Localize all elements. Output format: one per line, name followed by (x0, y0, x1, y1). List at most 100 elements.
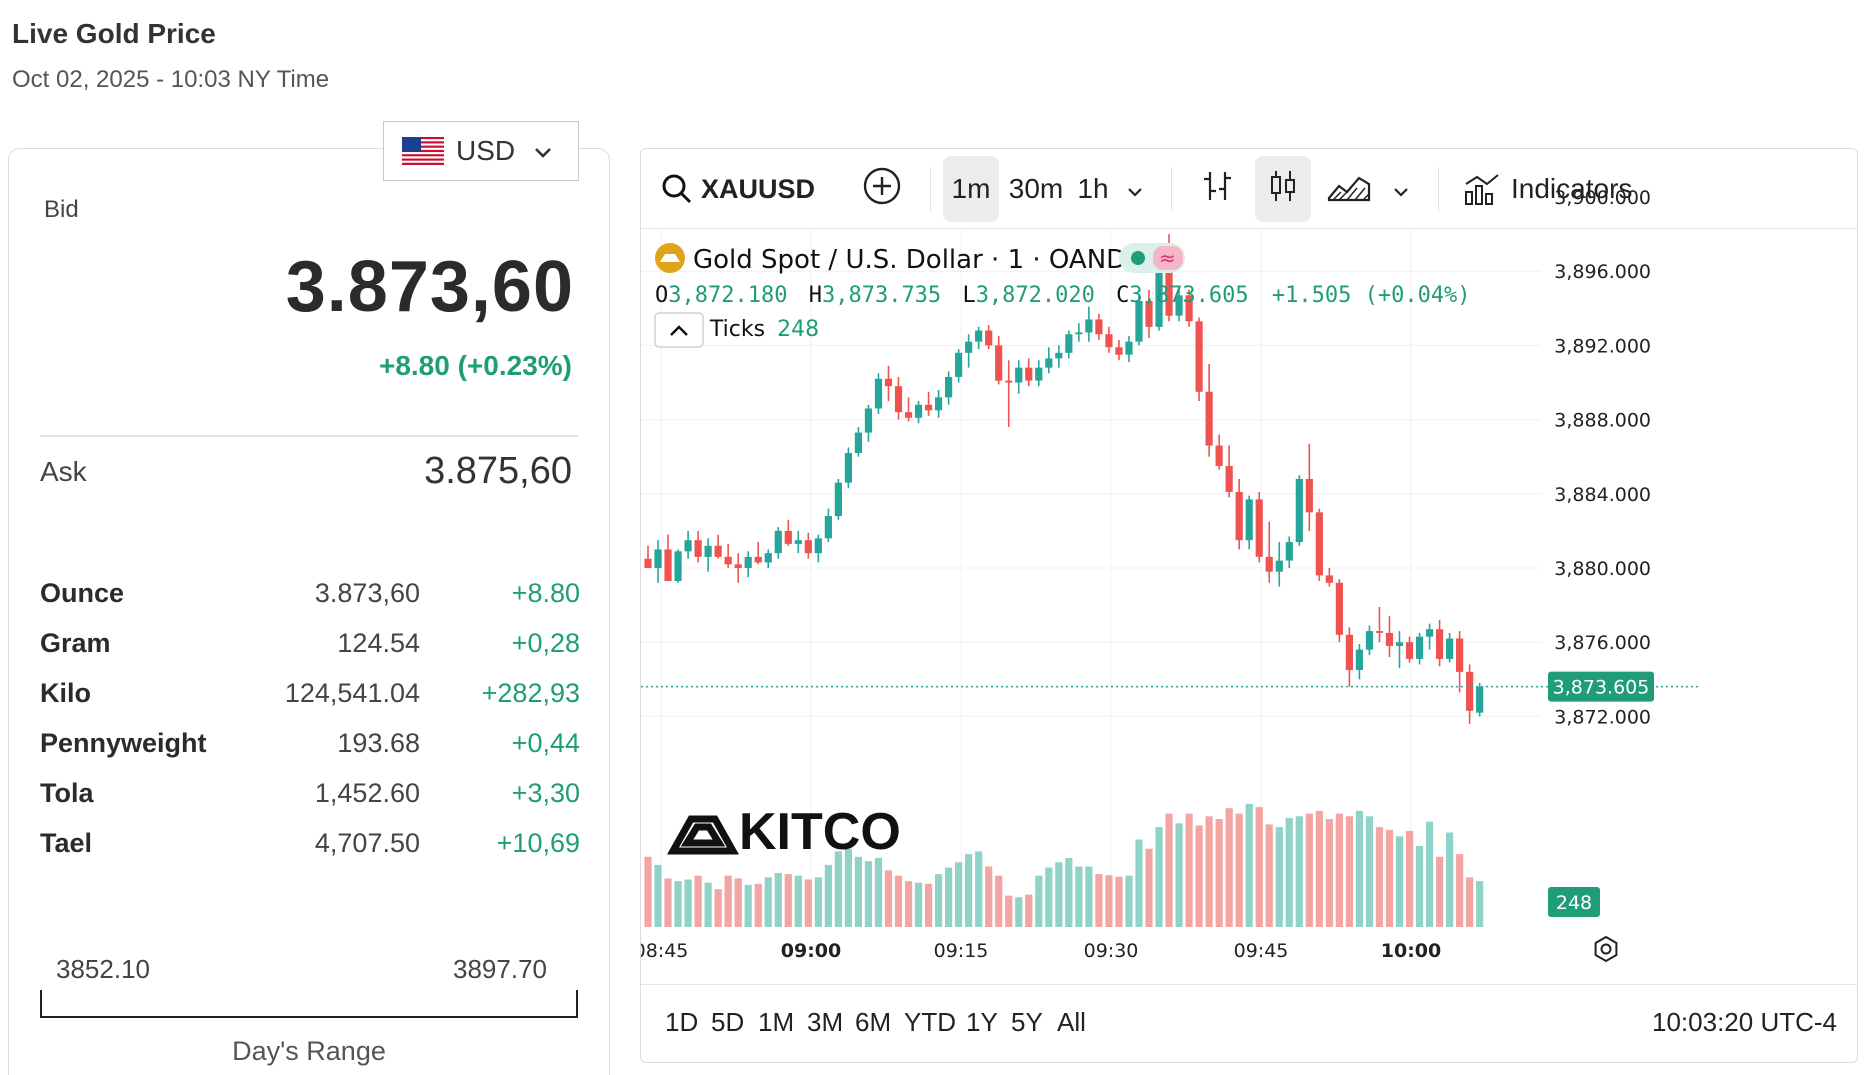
volume-bar (854, 856, 863, 927)
currency-select[interactable]: USD (383, 121, 579, 181)
low-value: 3,872.020 (976, 283, 1095, 308)
unit-table: Ounce 3.873,60 +8.80 Gram 124.54 +0,28 Kilo 1… (40, 578, 580, 878)
range-1m[interactable]: 1M (758, 1007, 795, 1037)
volume-bar (674, 881, 682, 927)
candle-body (914, 404, 923, 418)
ask-value: 3.875,60 (424, 450, 572, 492)
candle-body (1365, 631, 1374, 650)
chart-settings-button[interactable] (1594, 935, 1618, 963)
interval-30m[interactable]: 30m (1008, 173, 1064, 204)
chart-style-dropdown[interactable] (1381, 156, 1421, 222)
volume-bar (1315, 810, 1323, 927)
candle-body (1285, 542, 1293, 561)
range-1y[interactable]: 1Y (966, 1007, 998, 1037)
range-all[interactable]: All (1057, 1007, 1086, 1037)
kitco-text: KITCO (739, 803, 901, 861)
time-axis: 08:45 09:00 09:15 09:30 09:45 10:00 (641, 940, 1441, 962)
range-3m[interactable]: 3M (807, 1007, 844, 1037)
volume-bar (784, 874, 792, 927)
interval-1h[interactable]: 1h (1077, 173, 1109, 204)
candle-body (1085, 319, 1093, 333)
chart-grid (641, 231, 1541, 927)
candle-body (1205, 391, 1213, 446)
unit-row: Tola 1,452.60 +3,30 (40, 778, 580, 828)
volume-bar (904, 881, 913, 927)
bars-style-button[interactable] (1193, 156, 1243, 222)
settings-hexagon-icon (1594, 935, 1618, 963)
volume-bar (934, 874, 943, 927)
candle-body (1185, 295, 1193, 322)
candles-style-button[interactable] (1255, 156, 1311, 222)
volume-bar (1085, 866, 1093, 927)
toolbar-separator (930, 167, 931, 211)
unit-change: +282,93 (481, 678, 580, 708)
volume-bar (1035, 875, 1043, 927)
unit-value: 124.54 (337, 628, 420, 658)
volume-bar (1456, 854, 1464, 927)
volume-bar (1205, 816, 1213, 927)
unit-name: Pennyweight (40, 728, 207, 758)
unit-row: Pennyweight 193.68 +0,44 (40, 728, 580, 778)
currency-label: USD (456, 135, 516, 166)
volume-bar (1345, 816, 1353, 927)
y-tick-label: 3,876.000 (1554, 632, 1651, 654)
legend-title: Gold Spot / U.S. Dollar · 1 · OANDA (693, 245, 1144, 275)
candle-body (1295, 478, 1303, 543)
compare-add-button[interactable] (859, 156, 905, 222)
collapse-legend-button[interactable] (654, 312, 704, 348)
day-range-low: 3852.10 (56, 954, 150, 984)
volume-bar (1175, 823, 1183, 927)
range-6m[interactable]: 6M (855, 1007, 892, 1037)
range-1d[interactable]: 1D (665, 1007, 699, 1037)
unit-name: Ounce (40, 578, 125, 608)
area-style-button[interactable] (1321, 156, 1377, 222)
candle-body (754, 556, 762, 563)
volume-bar (1155, 827, 1163, 927)
kitco-watermark: KITCO (667, 803, 901, 861)
volume-bar (1095, 874, 1103, 927)
candle-body (764, 553, 772, 563)
volume-bars (644, 803, 1484, 927)
candle-body (1035, 367, 1043, 381)
range-5y[interactable]: 5Y (1011, 1007, 1043, 1037)
y-tick-label: 3,872.000 (1554, 706, 1651, 728)
candle-body (1005, 380, 1013, 383)
volume-bar (844, 848, 852, 927)
candle-body (874, 378, 883, 409)
candles-icon (1266, 169, 1300, 210)
chevron-down-icon (1126, 173, 1144, 205)
x-tick-label: 08:45 (641, 940, 688, 962)
delayed-icon-bg (1153, 246, 1183, 270)
price-chart[interactable]: 3,900.000 3,896.000 3,892.000 3,888.000 3,88… (641, 149, 1858, 1063)
candle-body (744, 556, 752, 568)
close-label: C (1116, 283, 1129, 308)
y-tick-label: 3,896.000 (1554, 261, 1651, 283)
symbol-search[interactable]: XAUUSD (661, 156, 815, 222)
price-panel (8, 148, 610, 1075)
volume-bar (644, 856, 652, 927)
volume-bar (1225, 808, 1233, 927)
interval-dropdown[interactable] (1115, 156, 1155, 222)
candle-body (1375, 631, 1384, 633)
candle-body (1405, 642, 1414, 659)
range-5d[interactable]: 5D (711, 1007, 745, 1037)
candle-body (975, 330, 983, 342)
interval-1m[interactable]: 1m (943, 156, 999, 222)
volume-bar (1245, 803, 1253, 927)
unit-name: Tael (40, 828, 93, 858)
unit-change: +0,44 (511, 728, 580, 758)
candle-body (1105, 334, 1113, 348)
indicators-button[interactable]: Indicators (1463, 156, 1632, 222)
approx-icon: ≈ (1159, 246, 1176, 270)
volume-bar (924, 883, 933, 927)
candle-body (934, 397, 943, 411)
volume-bar (1235, 813, 1243, 927)
chart-clock: 10:03:20 UTC-4 (1652, 1007, 1837, 1037)
kitco-logo-icon (667, 815, 739, 855)
open-value: 3,872.180 (668, 283, 787, 308)
range-ytd[interactable]: YTD (904, 1007, 956, 1037)
unit-name: Kilo (40, 678, 91, 708)
day-range-label: Day's Range (232, 1036, 386, 1066)
candle-body (1435, 629, 1444, 659)
candle-body (844, 452, 852, 483)
